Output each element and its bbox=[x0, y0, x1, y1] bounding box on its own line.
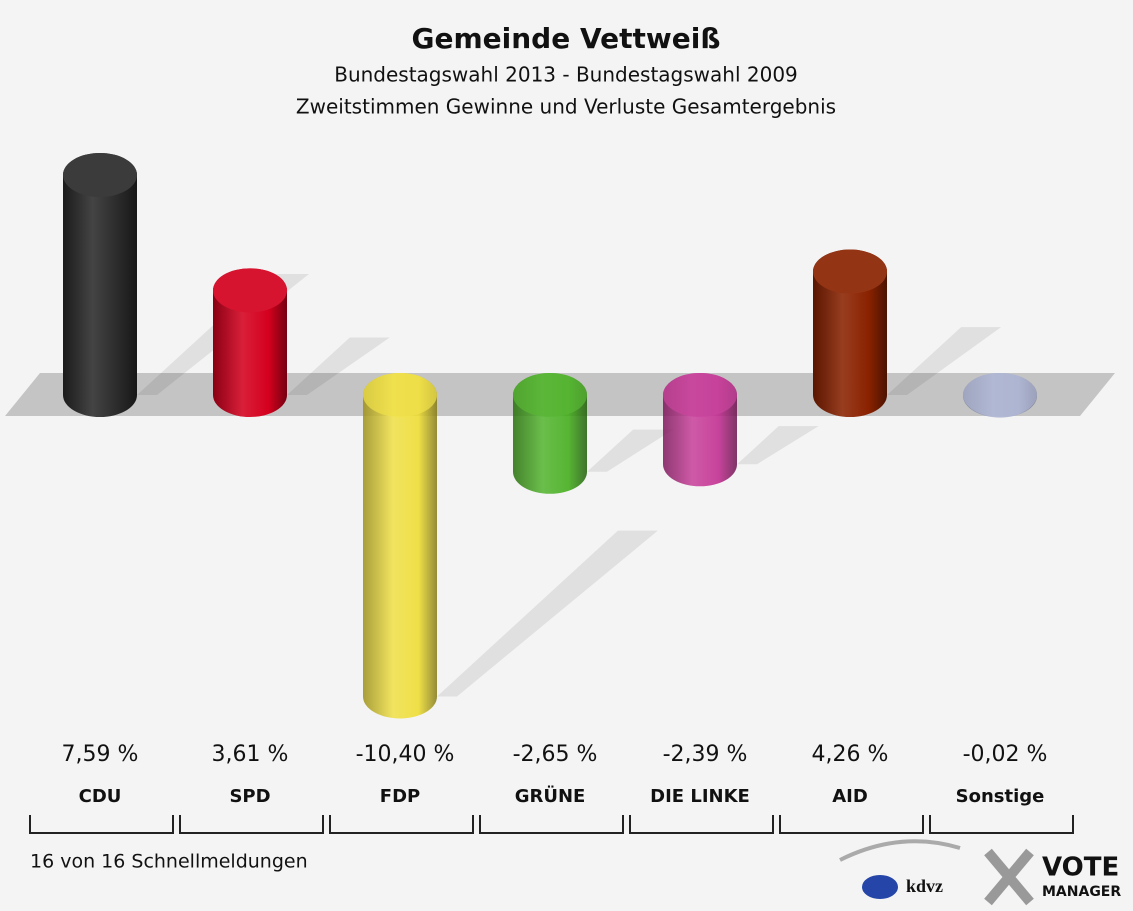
bar-cap bbox=[963, 373, 1037, 417]
category-bracket bbox=[929, 815, 1074, 834]
chart-subtitle: Zweitstimmen Gewinne und Verluste Gesamt… bbox=[296, 95, 836, 119]
logo-swoosh bbox=[839, 839, 961, 862]
bar-shadow bbox=[887, 327, 1002, 395]
chart-subtitle: Bundestagswahl 2013 - Bundestagswahl 200… bbox=[334, 63, 798, 87]
value-label: 4,26 % bbox=[812, 742, 889, 767]
logo: kdvz VOTE MANAGER bbox=[839, 839, 1121, 906]
chart-title: Gemeinde Vettweiß bbox=[412, 22, 721, 55]
footer: 16 von 16 Schnellmeldungen bbox=[30, 851, 308, 873]
category-bracket bbox=[629, 815, 774, 834]
bar bbox=[63, 153, 137, 417]
bar bbox=[363, 373, 437, 719]
logo-kdvz: kdvz bbox=[906, 876, 943, 896]
x-tick-label: SPD bbox=[229, 786, 270, 807]
value-label: -10,40 % bbox=[356, 742, 455, 767]
bar-cap bbox=[363, 373, 437, 417]
value-label: -0,02 % bbox=[963, 742, 1048, 767]
bar-shadow bbox=[287, 337, 390, 395]
x-tick-label: Sonstige bbox=[956, 786, 1045, 807]
bar-shadow bbox=[737, 426, 819, 465]
x-tick-label: CDU bbox=[79, 786, 122, 807]
bar-cap bbox=[513, 373, 587, 417]
x-tick-label: DIE LINKE bbox=[650, 786, 750, 807]
value-label: 3,61 % bbox=[212, 742, 289, 767]
x-tick-label: GRÜNE bbox=[515, 785, 586, 807]
logo-cross bbox=[984, 848, 1034, 906]
logo-vote: VOTE bbox=[1042, 853, 1119, 883]
category-bracket bbox=[779, 815, 924, 834]
logo-dot bbox=[862, 875, 898, 899]
logo-manager: MANAGER bbox=[1042, 884, 1121, 900]
bar-cap bbox=[213, 268, 287, 313]
bar-cap bbox=[63, 153, 137, 197]
value-label: 7,59 % bbox=[62, 742, 139, 767]
category-bracket bbox=[479, 815, 624, 834]
bars bbox=[63, 153, 1037, 719]
category-bracket bbox=[29, 815, 174, 834]
bar-shadow bbox=[437, 530, 658, 697]
bar-cap bbox=[663, 373, 737, 417]
value-label: -2,65 % bbox=[513, 742, 598, 767]
x-tick-label: AID bbox=[832, 786, 868, 807]
x-tick-label: FDP bbox=[380, 786, 420, 807]
category-bracket bbox=[329, 815, 474, 834]
value-label: -2,39 % bbox=[663, 742, 748, 767]
bar-cap bbox=[813, 249, 887, 294]
bar-shadow bbox=[587, 429, 674, 472]
bar bbox=[813, 249, 887, 417]
category-bracket bbox=[179, 815, 324, 834]
